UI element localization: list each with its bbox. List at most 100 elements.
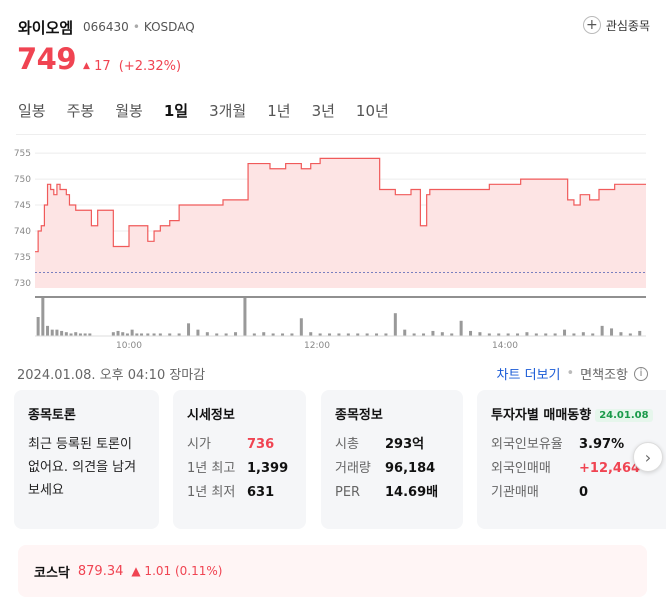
row-value: +12,464 [579,461,641,476]
y-tick-label: 745 [14,201,31,211]
volume-bar [262,332,266,336]
row-label: 외국인보유율 [491,437,563,452]
volume-bar [375,333,379,336]
discussion-card[interactable]: 종목토론 최근 등록된 토론이 없어요. 의견을 남겨보세요 [14,390,159,529]
volume-bar [177,333,181,336]
volume-bar [328,333,332,336]
info-row: 기관매매 0 [491,481,663,505]
volume-bar [187,323,191,336]
add-favorite-button[interactable]: + 관심종목 [582,16,650,34]
next-card-button[interactable]: › [633,442,663,472]
row-label: 기관매매 [491,485,539,500]
volume-bar [64,332,68,336]
tab-daily[interactable]: 일봉 [18,102,46,120]
volume-bar [600,325,604,336]
volume-bar [234,332,238,336]
disclaimer-link[interactable]: 면책조항 [580,368,628,383]
volume-bar [50,329,54,336]
volume-bar [281,333,285,336]
volume-bar [440,332,444,336]
volume-bar [356,333,360,336]
stock-code: 066430 [83,20,129,34]
volume-bar [591,333,595,336]
info-icon[interactable]: i [634,366,648,381]
volume-bar [365,333,369,336]
volume-bar [215,333,219,336]
stock-info-card[interactable]: 종목정보 시총 293억 거래량 96,184 PER 14.69배 [321,390,463,529]
tab-monthly[interactable]: 월봉 [115,102,143,120]
volume-bar [506,333,510,336]
volume-bar [46,325,50,336]
row-value: 14.69배 [385,485,439,500]
row-value: 293억 [385,437,425,452]
y-tick-label: 755 [14,149,31,159]
volume-bar [111,332,115,336]
price-area [35,158,646,288]
x-tick-label: 12:00 [304,341,330,351]
row-label: 거래량 [335,461,371,476]
volume-bar [487,333,491,336]
index-banner[interactable]: 코스닥 879.34 ▲ 1.01 (0.11%) [18,545,647,597]
period-tabs: 일봉 주봉 월봉 1일 3개월 1년 3년 10년 [18,100,410,121]
volume-bar [563,329,567,336]
volume-bar [525,332,529,336]
volume-bar [243,298,247,336]
volume-bar [60,330,64,336]
stock-code-market: 066430 • KOSDAQ [83,20,195,34]
price-chart[interactable]: 730 735 740 745 750 755 10:00 12:00 14:00 [0,140,666,355]
row-value: 736 [247,437,275,452]
favorite-label: 관심종목 [605,18,650,33]
up-arrow-icon: ▲ [83,61,90,71]
row-value: 3.97% [579,437,625,452]
chart-links: 차트 더보기 • 면책조항 i [497,364,648,383]
volume-bar [36,317,40,336]
info-row: 1년 최저 631 [187,481,292,505]
volume-bar [516,333,520,336]
price-line [35,157,646,253]
market-info-card[interactable]: 시세정보 시가 736 1년 최고 1,399 1년 최저 631 [173,390,306,529]
change-value: 17 [94,59,111,74]
current-price: 749 [17,42,77,76]
volume-bar [224,333,228,336]
volume-bar [469,330,473,336]
info-row: 시가 736 [187,433,292,457]
volume-bar [628,333,632,336]
volume-bar [431,330,435,336]
volume-bar [69,333,73,336]
volume-bar [318,333,322,336]
volume-bar [205,332,209,336]
tab-3month[interactable]: 3개월 [209,102,247,120]
chart-svg: 730 735 740 745 750 755 10:00 12:00 14:00 [14,149,646,351]
volume-bar [125,333,129,336]
volume-bar [403,329,407,336]
tab-10year[interactable]: 10년 [355,102,389,120]
row-label: 시총 [335,437,359,452]
volume-bar [158,333,162,336]
stock-name: 와이오엠 [18,19,74,37]
chart-more-link[interactable]: 차트 더보기 [496,368,561,383]
volume-bar [572,333,576,336]
row-label: 시가 [187,437,211,452]
tab-weekly[interactable]: 주봉 [66,102,95,120]
volume-bar [619,332,623,336]
tab-1day[interactable]: 1일 [163,102,189,120]
volume-bar [78,333,82,336]
volume-bar [152,333,156,336]
investor-title-text: 투자자별 매매동향 [491,408,592,423]
row-value: 631 [247,485,275,500]
volume-bar [544,333,548,336]
volume-bar [638,330,642,336]
volume-bar [299,318,303,336]
row-value: 1,399 [247,461,289,476]
volume-bar [252,333,256,336]
tab-1year[interactable]: 1년 [267,102,291,120]
tab-3year[interactable]: 3년 [311,102,335,120]
volume-bar [412,333,416,336]
row-value: 96,184 [385,461,436,476]
stock-info-title: 종목정보 [335,408,383,423]
volume-bar [146,333,150,336]
y-tick-label: 735 [14,253,31,263]
separator-dot: • [566,366,575,381]
x-tick-label: 14:00 [492,341,518,351]
date-badge: 24.01.08 [595,409,653,422]
